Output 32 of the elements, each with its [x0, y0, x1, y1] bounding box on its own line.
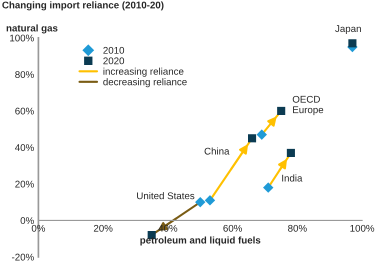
x-tick-label: 100% [350, 224, 374, 232]
y-tick-label: 80% [15, 71, 34, 78]
x-tick-label: 20% [94, 224, 113, 232]
y-tick-label: 100% [10, 34, 34, 42]
y-tick-label: 60% [15, 108, 34, 115]
x-tick-label: 80% [288, 224, 307, 232]
legend-label: 2010 [103, 46, 124, 54]
point [286, 148, 295, 157]
x-axis-title: petroleum and liquid fuels [140, 236, 260, 246]
point [277, 106, 286, 115]
point [256, 129, 267, 140]
y-tick-label: 20% [15, 180, 34, 188]
legend-label: 2020 [103, 57, 124, 64]
x-tick-label: 60% [223, 224, 242, 232]
point [263, 182, 274, 193]
point [195, 196, 206, 208]
annotation: United States [137, 192, 194, 200]
chart-title: Changing import reliance (2010-20) [2, 1, 164, 10]
legend-label: increasing reliance [104, 68, 184, 77]
point [348, 39, 356, 48]
annotation: OECD Europe [292, 96, 324, 116]
y-axis-title: natural gas [6, 24, 58, 34]
point [248, 134, 256, 142]
legend-label: decreasing reliance [103, 78, 187, 88]
annotation: China [204, 147, 230, 155]
point [204, 195, 216, 206]
x-tick-label: 0% [32, 224, 46, 232]
y-tick-label: 0% [20, 217, 34, 224]
y-tick-label: 40% [15, 144, 34, 152]
annotation: India [282, 174, 302, 182]
y-tick-label: -20% [12, 254, 34, 261]
annotation: Japan [335, 25, 361, 34]
